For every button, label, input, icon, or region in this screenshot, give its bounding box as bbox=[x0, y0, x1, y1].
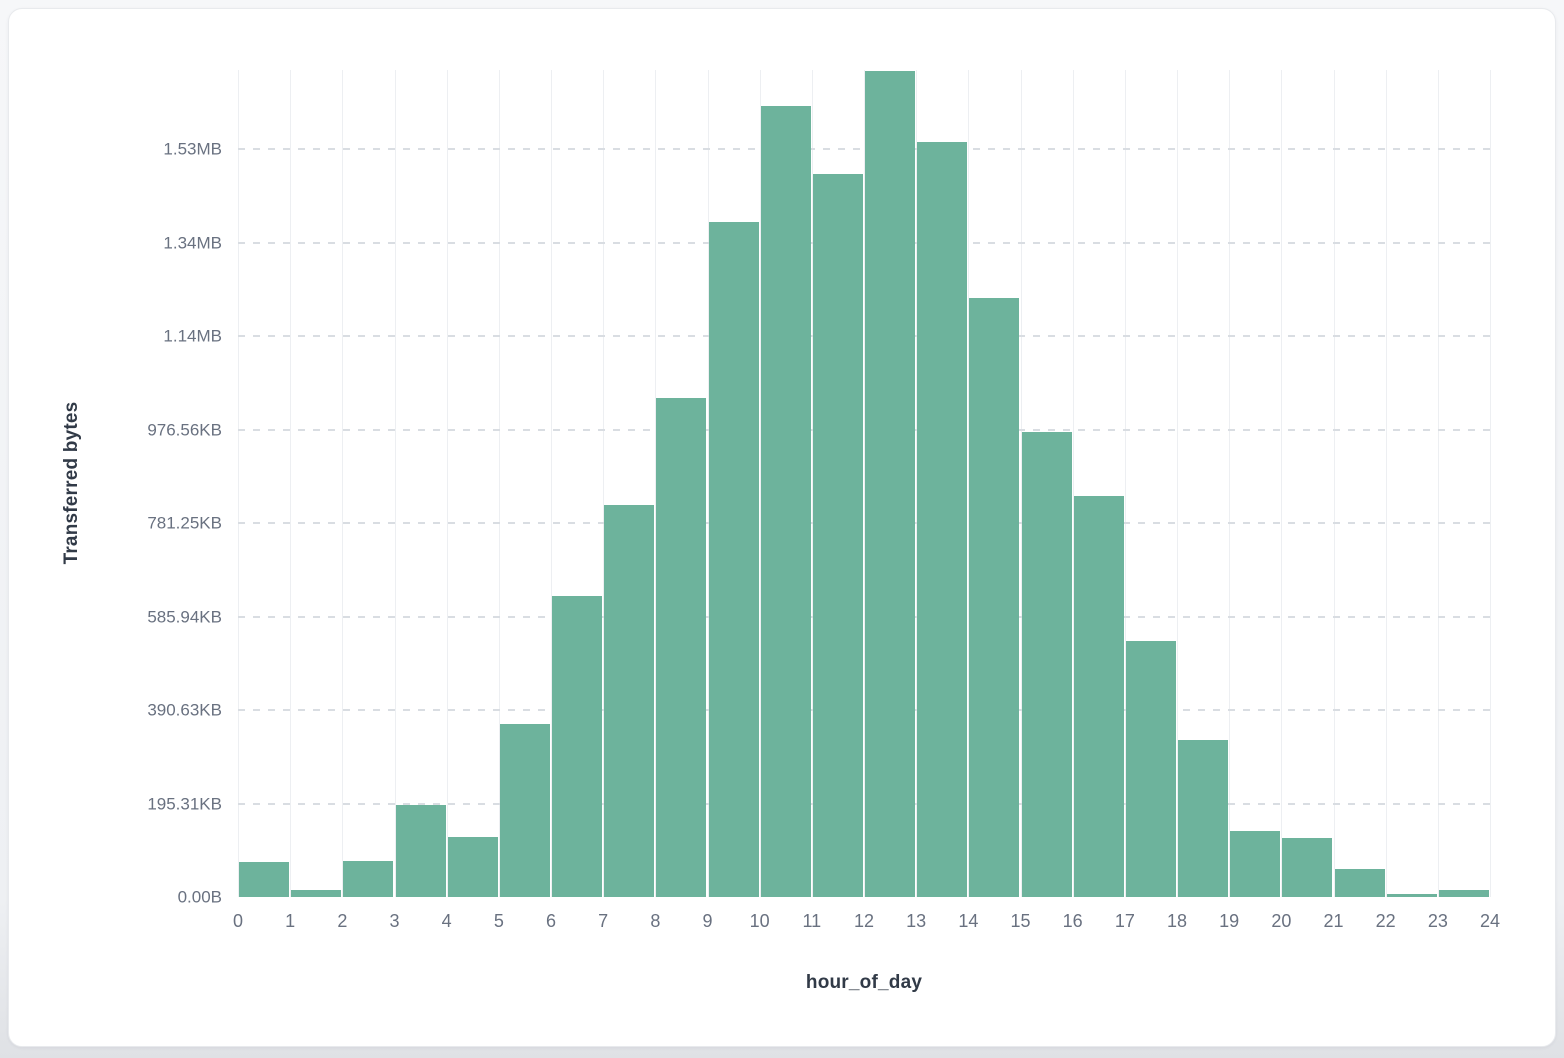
vertical-gridline bbox=[1385, 70, 1387, 897]
histogram-bar-hour-1 bbox=[291, 889, 342, 897]
vertical-gridline bbox=[759, 70, 761, 897]
histogram-bar-hour-6 bbox=[552, 596, 603, 897]
y-tick-label: 781.25KB bbox=[147, 513, 222, 533]
histogram-bar-hour-3 bbox=[395, 805, 446, 897]
horizontal-gridline bbox=[238, 802, 1490, 805]
y-tick-label: 195.31KB bbox=[147, 794, 222, 814]
histogram-bar-hour-5 bbox=[499, 723, 550, 897]
x-tick-label: 16 bbox=[1062, 911, 1083, 931]
x-tick-label: 23 bbox=[1427, 911, 1448, 931]
vertical-gridline bbox=[1229, 70, 1231, 897]
histogram-bar-hour-18 bbox=[1178, 739, 1229, 897]
x-tick-label: 0 bbox=[232, 911, 243, 931]
x-tick-label: 19 bbox=[1219, 911, 1240, 931]
histogram-bar-hour-20 bbox=[1282, 838, 1333, 897]
histogram-bar-hour-7 bbox=[604, 504, 655, 897]
x-tick-label: 20 bbox=[1271, 911, 1292, 931]
y-tick-label: 976.56KB bbox=[147, 420, 222, 440]
horizontal-gridline bbox=[238, 522, 1490, 525]
vertical-gridline bbox=[603, 70, 605, 897]
y-axis-title: Transferred bytes bbox=[61, 401, 82, 565]
y-tick-label: 1.53MB bbox=[163, 139, 222, 159]
vertical-gridline bbox=[968, 70, 970, 897]
y-tick-label: 1.14MB bbox=[163, 326, 222, 346]
x-tick-label: 24 bbox=[1479, 911, 1501, 931]
vertical-gridline bbox=[290, 70, 292, 897]
histogram-bar-hour-2 bbox=[343, 860, 394, 897]
horizontal-gridline bbox=[238, 615, 1490, 618]
x-tick-label: 18 bbox=[1166, 911, 1188, 931]
x-tick-label: 14 bbox=[958, 911, 979, 931]
vertical-gridline bbox=[1124, 70, 1126, 897]
histogram-bar-hour-9 bbox=[708, 221, 759, 897]
x-tick-label: 21 bbox=[1323, 911, 1344, 931]
x-tick-label: 22 bbox=[1375, 911, 1396, 931]
vertical-gridline bbox=[1490, 70, 1491, 897]
horizontal-gridline bbox=[238, 148, 1490, 151]
vertical-gridline bbox=[916, 70, 918, 897]
horizontal-gridline bbox=[238, 428, 1490, 431]
vertical-gridline bbox=[1177, 70, 1178, 897]
x-tick-label: 1 bbox=[285, 911, 296, 931]
x-tick-label: 2 bbox=[337, 911, 348, 931]
histogram-bar-hour-21 bbox=[1334, 869, 1385, 897]
y-tick-label: 585.94KB bbox=[147, 607, 222, 627]
histogram-bar-hour-12 bbox=[865, 70, 916, 897]
histogram-bar-hour-13 bbox=[917, 142, 968, 897]
x-tick-label: 9 bbox=[702, 911, 713, 931]
x-tick-label: 6 bbox=[545, 911, 556, 931]
y-tick-label: 0.00B bbox=[177, 887, 222, 907]
histogram-bar-hour-10 bbox=[760, 105, 811, 897]
vertical-gridline bbox=[394, 70, 396, 897]
y-tick-label: 390.63KB bbox=[147, 700, 222, 720]
vertical-gridline bbox=[446, 70, 448, 897]
horizontal-gridline bbox=[238, 709, 1490, 712]
histogram-bar-hour-4 bbox=[447, 837, 498, 897]
vertical-gridline bbox=[1020, 70, 1022, 897]
histogram-bar-hour-15 bbox=[1021, 431, 1072, 897]
x-tick-label: 10 bbox=[749, 911, 770, 931]
x-tick-label: 13 bbox=[906, 911, 927, 931]
vertical-gridline bbox=[498, 70, 500, 897]
x-tick-label: 3 bbox=[389, 911, 400, 931]
x-tick-label: 7 bbox=[598, 911, 609, 931]
plot-area bbox=[238, 70, 1491, 897]
x-tick-label: 11 bbox=[802, 911, 822, 931]
x-tick-label: 12 bbox=[853, 911, 875, 931]
x-tick-label: 17 bbox=[1114, 911, 1135, 931]
histogram-bar-hour-0 bbox=[239, 861, 290, 897]
histogram-bar-hour-16 bbox=[1073, 496, 1124, 897]
vertical-gridline bbox=[1437, 70, 1439, 897]
vertical-gridline bbox=[551, 70, 552, 897]
vertical-gridline bbox=[1333, 70, 1335, 897]
vertical-gridline bbox=[864, 70, 865, 897]
histogram-bar-hour-17 bbox=[1125, 641, 1176, 897]
histogram-bar-hour-22 bbox=[1386, 894, 1437, 897]
horizontal-gridline bbox=[238, 335, 1490, 338]
x-axis-title: hour_of_day bbox=[805, 972, 923, 993]
vertical-gridline bbox=[1072, 70, 1074, 897]
histogram-bar-hour-23 bbox=[1438, 889, 1489, 897]
vertical-gridline bbox=[342, 70, 344, 897]
horizontal-gridline bbox=[238, 241, 1490, 244]
x-tick-label: 5 bbox=[493, 911, 504, 931]
x-tick-label: 15 bbox=[1010, 911, 1031, 931]
histogram-bar-hour-11 bbox=[812, 173, 863, 897]
vertical-gridline bbox=[655, 70, 657, 897]
y-tick-label: 1.34MB bbox=[163, 233, 222, 253]
histogram-bar-hour-14 bbox=[969, 298, 1020, 897]
histogram-bar-hour-19 bbox=[1230, 831, 1281, 897]
histogram-bar-hour-8 bbox=[656, 397, 707, 897]
vertical-gridline bbox=[238, 70, 239, 897]
vertical-gridline bbox=[811, 70, 813, 897]
vertical-gridline bbox=[1281, 70, 1283, 897]
vertical-gridline bbox=[707, 70, 709, 897]
x-tick-label: 8 bbox=[650, 911, 661, 931]
x-tick-label: 4 bbox=[441, 911, 452, 931]
